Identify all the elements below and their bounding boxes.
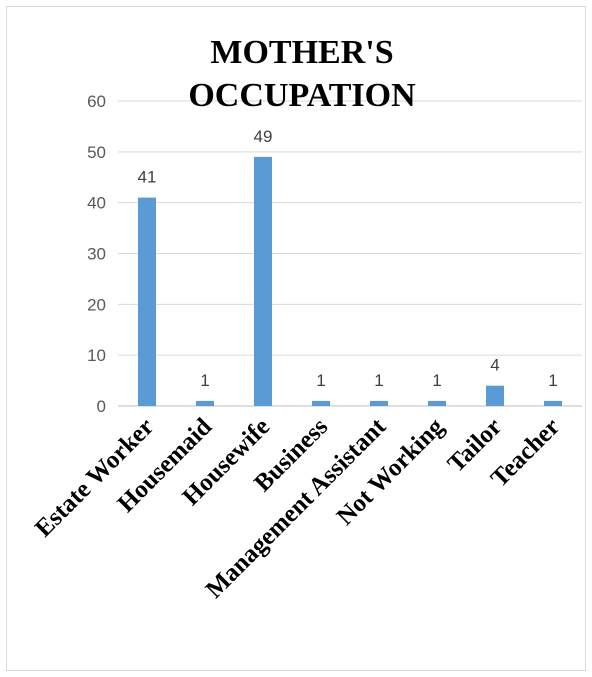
data-label: 1	[316, 371, 325, 390]
bar	[196, 400, 214, 406]
bar	[428, 400, 446, 406]
bar	[254, 156, 272, 406]
y-tick-label: 50	[87, 143, 106, 162]
y-tick-label: 40	[87, 194, 106, 213]
bar	[138, 197, 156, 406]
data-label: 1	[432, 371, 441, 390]
bar	[370, 400, 388, 406]
chart-area	[6, 6, 586, 671]
data-label: 1	[200, 371, 209, 390]
y-tick-label: 60	[87, 92, 106, 111]
bar	[486, 385, 504, 406]
x-axis: Estate WorkerHousemaidHousewifeBusinessM…	[30, 413, 565, 604]
data-label: 49	[254, 127, 273, 146]
y-axis: 0 10 20 30 40 50 60	[87, 92, 106, 416]
chart-title-group: MOTHER'S OCCUPATION	[188, 34, 416, 114]
y-tick-label: 10	[87, 346, 106, 365]
data-label: 4	[490, 356, 499, 375]
y-tick-label: 30	[87, 245, 106, 264]
gridlines	[118, 100, 582, 407]
data-label: 1	[374, 371, 383, 390]
y-tick-label: 20	[87, 295, 106, 314]
data-label: 41	[138, 168, 157, 187]
chart-title-line-1: MOTHER'S	[210, 34, 393, 71]
bar	[544, 400, 562, 406]
bars	[138, 156, 562, 406]
data-label: 1	[548, 371, 557, 390]
bar	[312, 400, 330, 406]
chart-title-line-2: OCCUPATION	[188, 77, 416, 114]
y-tick-label: 0	[97, 397, 106, 416]
